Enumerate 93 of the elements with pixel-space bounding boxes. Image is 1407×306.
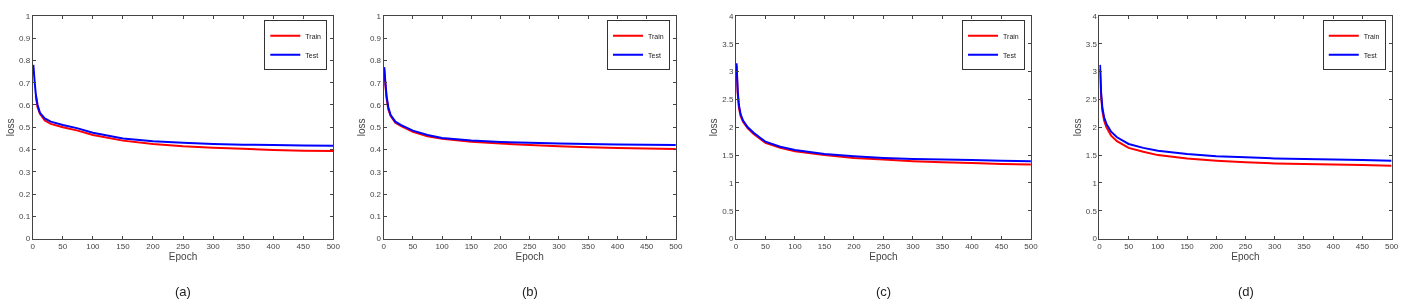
x-tick-label: 300 [1268,242,1282,252]
x-axis-title: Epoch [1231,251,1260,263]
x-tick-label: 200 [1209,242,1224,252]
x-tick-label: 350 [236,242,251,252]
y-tick-label: 0.9 [369,33,382,43]
y-tick-label: 0.8 [369,56,382,66]
y-tick-label: 3.5 [722,39,734,49]
x-tick-label: 200 [493,242,508,252]
x-tick-label: 300 [206,242,221,252]
y-tick-label: 0.6 [369,100,382,110]
x-tick-label: 500 [1384,242,1399,252]
x-tick-label: 250 [176,242,191,252]
x-tick-label: 100 [435,242,450,252]
x-tick-label: 150 [1180,242,1195,252]
text: (d) [1238,284,1254,299]
y-axis-title: loss [355,118,367,137]
y-tick-label: 1 [25,11,31,21]
y-tick-label: 0.3 [19,167,31,177]
y-axis-title: loss [5,118,17,137]
x-tick-label: 400 [1326,242,1341,252]
text: (c) [876,284,892,299]
x-tick-label: 400 [266,242,281,252]
y-tick-label: 4 [728,11,734,21]
y-axis-title: loss [708,118,720,137]
x-tick-label: 350 [1297,242,1312,252]
y-tick-label: 0.1 [369,212,382,222]
x-tick-label: 150 [817,242,832,252]
y-tick-label: 0.4 [369,145,382,155]
x-tick-label: 300 [906,242,921,252]
x-axis-title: Epoch [168,251,198,263]
y-axis-title: loss [1071,118,1083,137]
y-tick-label: 0 [1092,234,1098,244]
y-tick-label: 2.5 [1085,95,1098,105]
x-axis-title: Epoch [869,251,898,263]
x-tick-label: 100 [86,242,101,252]
y-tick-label: 2.5 [722,95,734,105]
x-tick-label: 200 [847,242,862,252]
x-tick-label: 50 [58,242,68,252]
y-tick-label: 2 [728,123,734,133]
x-tick-label: 350 [935,242,950,252]
x-tick-label: 250 [523,242,537,252]
x-tick-label: 50 [1124,242,1134,252]
line-series [32,63,334,147]
y-tick-label: 3.5 [1085,39,1098,49]
y-tick-label: 0.5 [1085,206,1098,216]
x-tick-label: 350 [581,242,596,252]
x-tick-label: 400 [965,242,980,252]
y-tick-label: 4 [1092,11,1098,21]
x-tick-label: 150 [464,242,479,252]
y-tick-label: 2 [1092,123,1098,133]
y-tick-label: 1 [376,11,382,21]
y-tick-label: 0 [728,234,734,244]
y-tick-label: 1 [1092,178,1098,188]
x-tick-label: 300 [552,242,567,252]
x-tick-label: 250 [1238,242,1253,252]
x-tick-label: 50 [408,242,418,252]
x-tick-label: 450 [639,242,654,252]
x-tick-label: 200 [146,242,161,252]
y-tick-label: 0.9 [19,33,31,43]
y-tick-label: 0 [25,234,31,244]
text: (b) [522,284,538,299]
y-tick-label: 0.4 [19,145,31,155]
y-tick-label: 0.5 [369,123,382,133]
y-tick-label: 0.5 [722,206,734,216]
x-tick-label: 500 [669,242,684,252]
x-tick-label: 400 [610,242,625,252]
y-tick-label: 0.2 [369,189,382,199]
x-tick-label: 100 [1151,242,1166,252]
x-axis-title: Epoch [515,251,544,263]
y-tick-label: 1.5 [1085,150,1098,160]
y-tick-label: 0.5 [19,123,31,133]
y-tick-label: 0 [376,234,382,244]
y-tick-label: 1.5 [722,150,734,160]
x-tick-label: 450 [994,242,1009,252]
x-tick-label: 100 [788,242,803,252]
y-tick-label: 0.2 [19,189,31,199]
x-tick-label: 500 [1024,242,1039,252]
x-tick-label: 500 [326,242,341,252]
y-tick-label: 0.8 [19,56,31,66]
y-tick-label: 0.7 [369,78,382,88]
y-tick-label: 0.1 [19,212,31,222]
y-tick-label: 0.6 [19,100,31,110]
y-tick-label: 3 [1092,67,1098,77]
y-tick-label: 1 [728,178,734,188]
x-tick-label: 250 [876,242,891,252]
y-tick-label: 3 [728,67,734,77]
x-tick-label: 150 [116,242,131,252]
y-tick-label: 0.7 [19,78,31,88]
x-tick-label: 50 [761,242,771,252]
x-tick-label: 450 [296,242,311,252]
y-tick-label: 0.3 [369,167,382,177]
text: (a) [175,284,191,299]
x-tick-label: 450 [1355,242,1370,252]
